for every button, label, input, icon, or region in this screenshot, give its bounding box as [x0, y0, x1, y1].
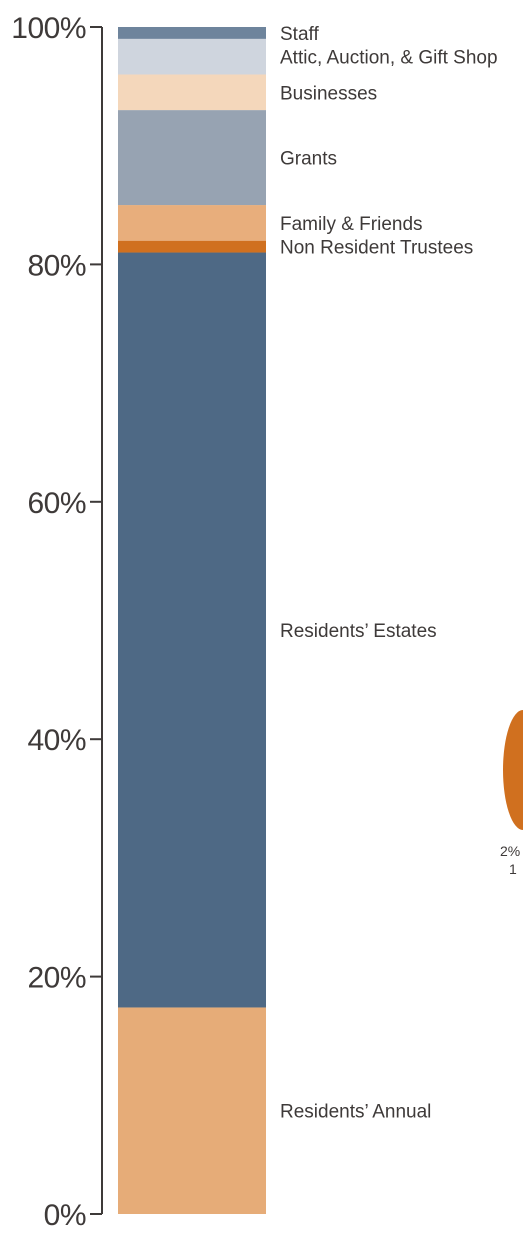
- y-tick-label: 0%: [44, 1199, 86, 1232]
- y-tick-label: 20%: [27, 962, 86, 995]
- cropped-annotation-line-1: 2%: [500, 843, 520, 859]
- cropped-pie-slice: [503, 710, 523, 830]
- bar-segment-family-friends: [118, 205, 266, 241]
- y-tick-label: 80%: [27, 249, 86, 282]
- bar-segment-residents-annual: [118, 1007, 266, 1214]
- segment-label-staff: Staff: [280, 24, 319, 45]
- y-tick-label: 40%: [27, 724, 86, 757]
- bar-segment-residents-estates: [118, 252, 266, 1008]
- cropped-annotation-line-2: 1: [509, 861, 517, 877]
- y-axis: 0% 20% 40% 60% 80% 100%: [11, 12, 103, 1232]
- bar-segment-non-resident-trustees: [118, 240, 266, 253]
- bar-segment-grants: [118, 110, 266, 206]
- y-tick-label: 100%: [11, 12, 86, 45]
- segment-label-residents-estates: Residents’ Estates: [280, 621, 437, 642]
- segment-label-family-friends: Family & Friends: [280, 214, 423, 235]
- segment-label-attic-auction-gift-shop: Attic, Auction, & Gift Shop: [280, 48, 498, 69]
- y-tick-label: 60%: [27, 487, 86, 520]
- bar-segment-businesses: [118, 74, 266, 111]
- segment-label-non-resident-trustees: Non Resident Trustees: [280, 238, 473, 259]
- bar-segment-staff: [118, 27, 266, 39]
- cropped-annotation: 2% 1: [500, 710, 523, 877]
- segment-label-grants: Grants: [280, 149, 337, 170]
- segment-label-businesses: Businesses: [280, 83, 377, 104]
- bar-segment-attic-auction-gift-shop: [118, 38, 266, 75]
- segment-label-residents-annual: Residents’ Annual: [280, 1102, 431, 1123]
- segment-labels: Residents’ Annual Residents’ Estates Non R…: [280, 24, 498, 1123]
- stacked-bar: [118, 27, 266, 1214]
